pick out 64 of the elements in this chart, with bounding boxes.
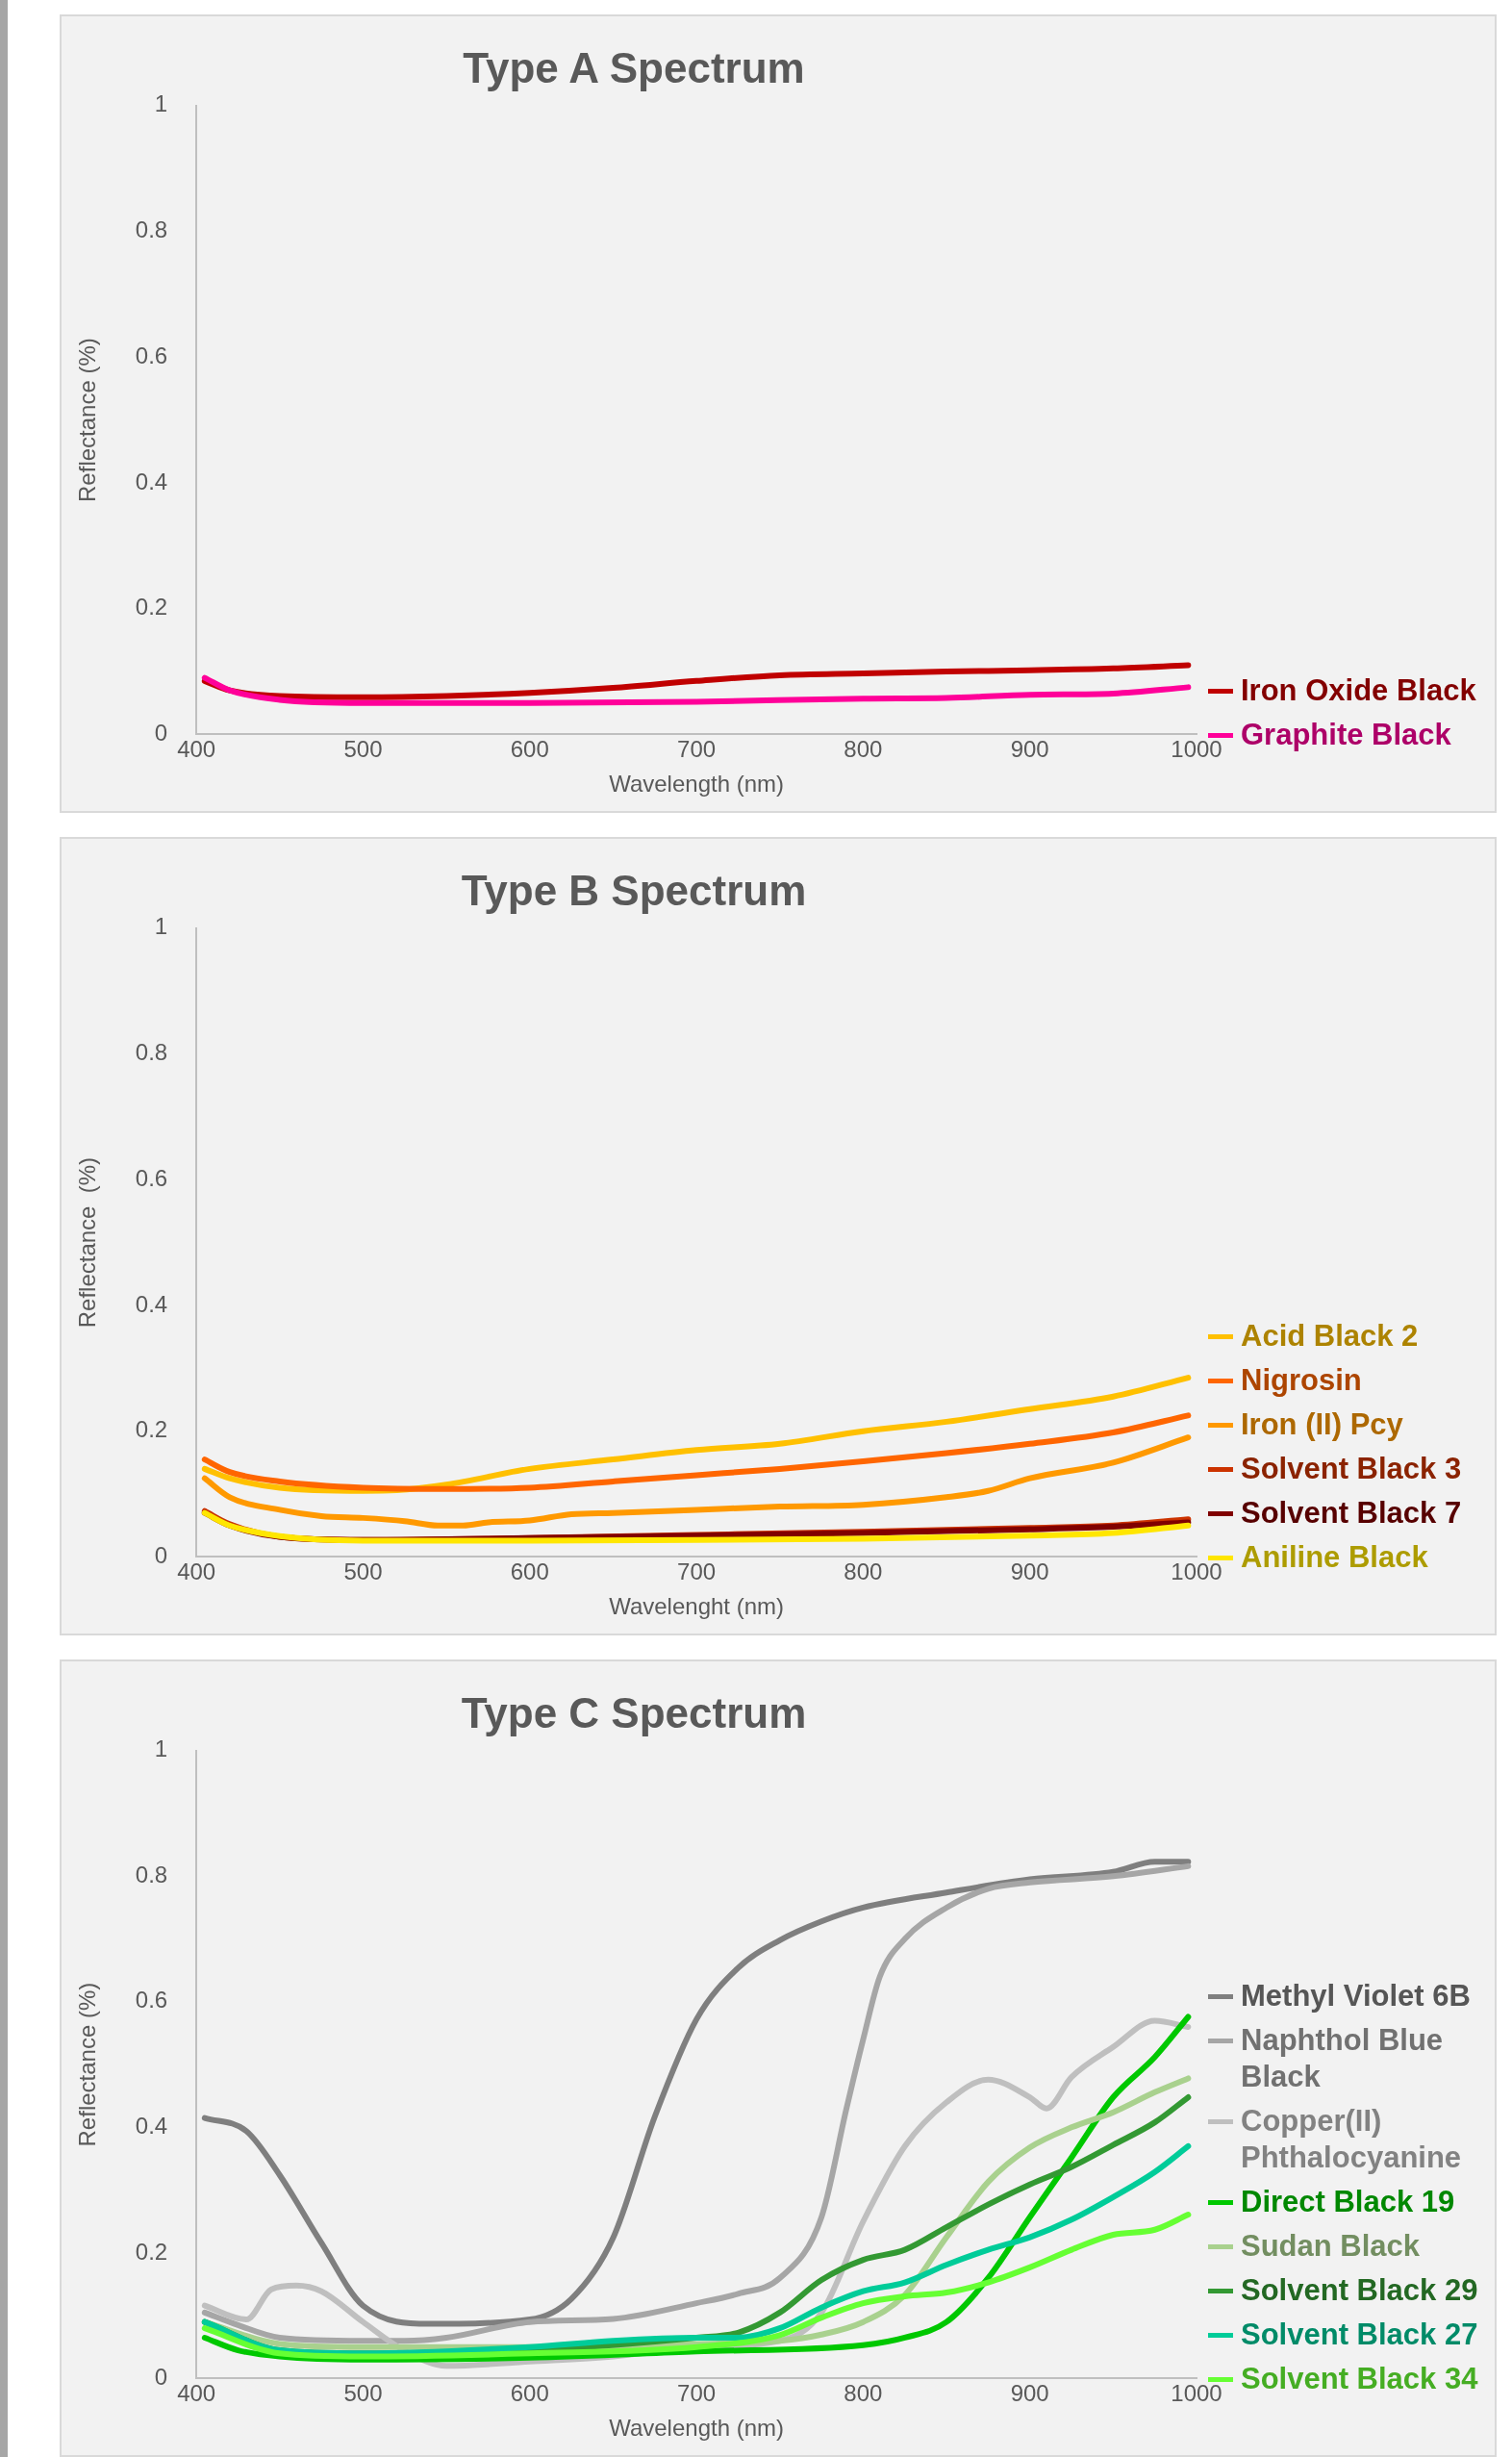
- y-tick-label: 0: [154, 2364, 168, 2391]
- y-tick-label: 0.8: [135, 1039, 168, 1066]
- x-tick-label: 800: [844, 2380, 883, 2407]
- y-tick-label: 0.2: [135, 1416, 168, 1443]
- x-tick-label: 700: [677, 736, 717, 763]
- y-tick-label: 1: [154, 90, 168, 117]
- x-tick-label: 900: [1010, 1558, 1049, 1585]
- legend-label: Solvent Black 29: [1241, 2272, 1478, 2309]
- x-axis-title: Wavelenght (nm): [609, 1593, 784, 1620]
- y-tick-label: 0: [154, 1542, 168, 1569]
- y-tick-label: 0.4: [135, 468, 168, 494]
- chart-title: Type A Spectrum: [463, 43, 805, 91]
- legend-label: Graphite Black: [1241, 717, 1451, 753]
- y-tick-label: 0.6: [135, 342, 168, 368]
- legend-label: Copper(II) Phthalocyanine: [1241, 2103, 1463, 2176]
- y-tick-label: 0.2: [135, 594, 168, 621]
- y-tick-label: 0.8: [135, 216, 168, 243]
- x-tick-label: 400: [177, 2380, 216, 2407]
- x-tick-label: 900: [1010, 736, 1049, 763]
- y-axis-title: Reflectance (%): [74, 1156, 101, 1329]
- x-tick-label: 800: [844, 736, 883, 763]
- y-axis-title: Reflectance (%): [74, 1982, 101, 2147]
- legend-label: Solvent Black 7: [1241, 1495, 1462, 1532]
- y-tick-label: 0: [154, 720, 168, 747]
- legend-label: Sudan Black: [1241, 2228, 1421, 2265]
- legend-label: Solvent Black 34: [1241, 2361, 1478, 2397]
- x-axis-title: Wavelength (nm): [609, 771, 784, 798]
- x-tick-label: 700: [677, 1558, 717, 1585]
- y-tick-label: 0.6: [135, 1164, 168, 1191]
- x-tick-label: 500: [343, 2380, 383, 2407]
- legend-label: Solvent Black 27: [1241, 2317, 1478, 2353]
- y-axis-title: Reflectance (%): [74, 338, 101, 502]
- chart-title: Type C Spectrum: [461, 1688, 807, 1736]
- y-tick-label: 0.4: [135, 2112, 168, 2139]
- chart-title: Type B Spectrum: [461, 866, 807, 914]
- x-tick-label: 900: [1010, 2380, 1049, 2407]
- y-tick-label: 0.4: [135, 1290, 168, 1317]
- legend-label: Nigrosin: [1241, 1362, 1362, 1399]
- y-tick-label: 1: [154, 913, 168, 940]
- legend-label: Acid Black 2: [1241, 1318, 1419, 1355]
- x-tick-label: 600: [510, 736, 549, 763]
- x-tick-label: 500: [343, 736, 383, 763]
- legend-label: Solvent Black 3: [1241, 1451, 1462, 1487]
- legend-label: Iron (II) Pcy: [1241, 1406, 1403, 1443]
- x-tick-label: 700: [677, 2380, 717, 2407]
- x-tick-label: 1000: [1171, 1558, 1222, 1585]
- x-tick-label: 400: [177, 1558, 216, 1585]
- x-tick-label: 500: [343, 1558, 383, 1585]
- y-tick-label: 0.6: [135, 1987, 168, 2014]
- x-tick-label: 1000: [1171, 2380, 1222, 2407]
- legend-label: Methyl Violet 6B: [1241, 1978, 1471, 2014]
- x-tick-label: 600: [510, 2380, 549, 2407]
- legend-label: Iron Oxide Black: [1241, 672, 1476, 709]
- y-tick-label: 1: [154, 1735, 168, 1762]
- legend-label: Aniline Black: [1241, 1539, 1428, 1576]
- x-axis-title: Wavelength (nm): [609, 2415, 784, 2442]
- x-tick-label: 800: [844, 1558, 883, 1585]
- legend-label: Naphthol Blue Black: [1241, 2022, 1445, 2095]
- y-tick-label: 0.8: [135, 1861, 168, 1887]
- legend-label: Direct Black 19: [1241, 2184, 1455, 2220]
- y-tick-label: 0.2: [135, 2238, 168, 2265]
- x-tick-label: 600: [510, 1558, 549, 1585]
- x-tick-label: 400: [177, 736, 216, 763]
- x-tick-label: 1000: [1171, 736, 1222, 763]
